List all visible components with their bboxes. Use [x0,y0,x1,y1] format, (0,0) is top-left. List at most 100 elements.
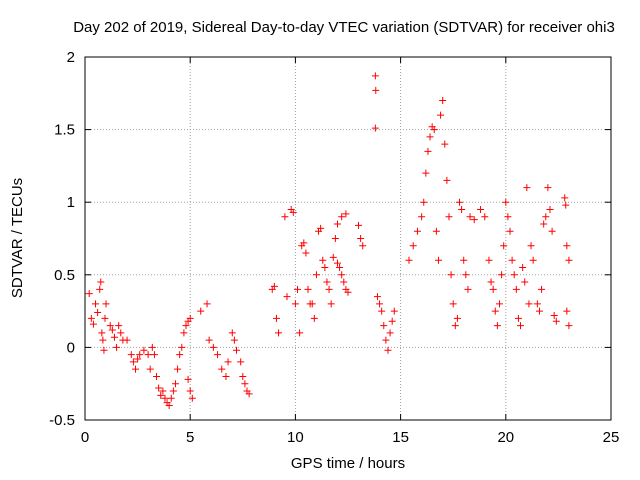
data-point [458,205,466,213]
data-point [493,322,501,330]
data-point [542,213,550,221]
data-point [108,326,116,334]
data-point [157,391,165,399]
data-point [477,205,485,213]
data-point [317,224,325,232]
data-point [424,147,432,155]
data-point [167,394,175,402]
data-point [342,210,350,218]
data-point [336,264,344,272]
data-point [331,235,339,242]
axis-ticks: 0 5 10 15 20 25 -0.5 0 0.5 1 1.5 2 [49,49,619,446]
data-point [106,322,114,330]
data-point [527,242,535,250]
data-point [481,213,489,221]
data-point [533,300,541,308]
data-point [188,394,196,402]
data-point [464,285,472,293]
data-point [304,285,312,293]
data-point [384,346,392,354]
data-point [186,387,194,395]
data-point [241,380,249,388]
data-point [129,358,137,366]
data-point [100,346,108,354]
data-points [85,72,573,409]
data-point [134,355,142,363]
data-point [329,253,337,261]
data-point [99,336,107,344]
data-point [338,271,346,279]
data-point [237,358,245,366]
data-point [312,271,320,279]
data-point [470,216,478,224]
data-point [456,198,464,206]
data-point [146,365,154,373]
data-point [449,300,457,308]
data-point [487,278,495,286]
data-point [165,401,173,409]
data-point [102,300,110,308]
y-tick-label: 1.5 [54,122,75,139]
data-point [517,322,525,330]
data-point [224,358,232,366]
data-point [89,320,97,328]
data-point [340,278,348,286]
x-tick-label: 0 [81,429,89,446]
x-tick-label: 15 [392,429,409,446]
data-point [174,365,182,373]
data-point [453,314,461,322]
chart-grid [85,57,611,420]
y-tick-label: 0.5 [54,267,75,284]
data-point [508,256,516,264]
data-point [355,221,363,229]
data-point [382,336,390,344]
data-point [563,242,571,250]
y-axis-label: SDTVAR / TECUs [9,178,26,298]
data-point [131,365,139,373]
data-point [418,213,426,221]
data-point [155,384,163,392]
data-point [443,176,451,184]
data-point [439,97,447,105]
data-point [357,235,365,242]
data-point [498,271,506,279]
data-point [413,227,421,235]
data-point [275,329,283,337]
data-point [562,201,570,209]
x-tick-label: 5 [186,429,194,446]
data-point [245,390,253,398]
data-point [230,336,238,344]
data-point [159,387,167,395]
data-point [430,126,438,134]
data-point [529,256,537,264]
data-point [371,72,379,80]
data-point [548,227,556,235]
plot-frame [84,56,612,421]
data-point [506,227,514,235]
data-point [319,256,327,264]
data-point [540,220,548,228]
data-point [144,351,152,359]
data-point [380,322,388,330]
data-point [344,288,352,296]
data-point [514,314,522,322]
data-point [338,213,346,221]
data-point [239,372,247,380]
y-tick-label: 0 [67,339,75,356]
data-point [409,242,417,250]
data-point [447,271,455,279]
data-point [101,314,109,322]
data-point [544,184,552,192]
data-point [148,343,156,351]
data-point [420,198,428,206]
data-point [390,307,398,315]
data-point [180,329,188,337]
data-point [110,333,118,341]
data-point [272,314,280,322]
data-point [466,213,474,221]
data-point [451,322,459,330]
data-point [523,184,531,192]
data-point [94,309,102,317]
data-point [302,249,310,257]
